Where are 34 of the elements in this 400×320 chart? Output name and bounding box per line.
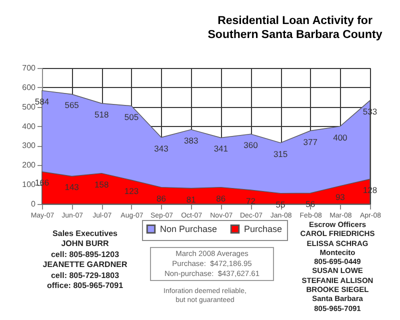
data-label: 93 — [335, 192, 346, 202]
data-label: 56 — [306, 199, 316, 210]
data-label: 158 — [94, 179, 109, 190]
data-label: 518 — [94, 109, 109, 120]
y-tick-label: 300 — [22, 141, 36, 150]
y-tick-label: 100 — [22, 180, 36, 190]
data-label: 360 — [244, 140, 258, 150]
data-label: 343 — [154, 143, 169, 154]
legend-label: Purchase — [244, 224, 282, 234]
y-tick-label: 0 — [31, 200, 36, 208]
data-label: 81 — [186, 194, 196, 204]
y-tick-label: 500 — [22, 102, 36, 112]
chart-title: Residential Loan Activity for Southern Santa Barbara County — [206, 14, 384, 42]
data-label: 565 — [64, 100, 80, 110]
y-tick-label: 400 — [22, 122, 36, 131]
data-label: 505 — [124, 112, 139, 122]
data-label: 377 — [303, 136, 318, 147]
data-label: 86 — [156, 193, 166, 204]
data-label: 86 — [216, 193, 226, 204]
y-tick-label: 700 — [22, 64, 36, 72]
data-label: 383 — [184, 136, 198, 146]
legend-label: Non Purchase — [160, 224, 218, 234]
y-tick-label: 200 — [22, 160, 36, 170]
data-label: 166 — [34, 178, 50, 188]
data-label: 72 — [246, 196, 256, 206]
data-label: 128 — [362, 185, 378, 196]
data-label: 315 — [273, 148, 288, 159]
data-label: 143 — [64, 182, 80, 192]
data-label: 55 — [276, 199, 286, 210]
y-tick-label: 600 — [22, 82, 36, 92]
data-label: 123 — [124, 186, 139, 196]
data-label: 341 — [214, 144, 228, 154]
text: Sales Executives JOHN BURR cell: 805-895-1203 JEANETTE GARDNER cell: 805-729-1803 office: 805-965-7091 — [42, 229, 128, 292]
data-label: 400 — [333, 132, 348, 142]
